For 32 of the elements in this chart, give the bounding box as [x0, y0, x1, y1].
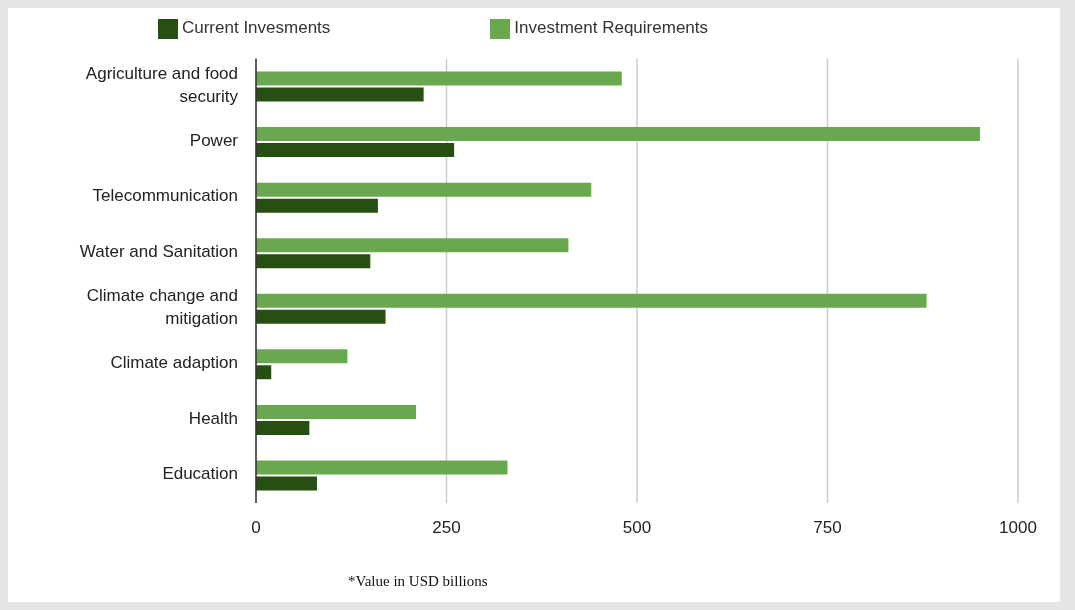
- bar: [256, 365, 272, 380]
- bar: [256, 349, 348, 364]
- y-tick-label: Climate change and mitigation: [86, 286, 238, 329]
- y-tick-label: Telecommunication: [92, 186, 238, 206]
- y-tick-label: Power: [189, 131, 239, 151]
- x-tick-label: 500: [622, 518, 652, 538]
- bar: [256, 238, 569, 253]
- bar: [256, 293, 927, 308]
- x-tick-label: 1000: [999, 518, 1037, 538]
- bar: [256, 127, 980, 142]
- bar: [256, 254, 371, 269]
- bar: [256, 460, 508, 475]
- x-tick-label: 250: [432, 518, 461, 538]
- legend-label: Investment Requirements: [514, 18, 709, 37]
- y-tick-label: Climate adaption: [110, 353, 238, 373]
- bar: [256, 309, 386, 324]
- y-tick-label: Agriculture and food security: [85, 64, 239, 107]
- bar: [256, 404, 417, 419]
- bar: [256, 182, 592, 197]
- bar: [256, 476, 317, 491]
- bar: [256, 143, 455, 158]
- bar: [256, 87, 424, 102]
- bar: [256, 71, 622, 86]
- bar: [256, 420, 310, 435]
- y-tick-label: Education: [162, 464, 238, 484]
- y-tick-label: Health: [188, 409, 238, 429]
- text: *Value in USD billions: [348, 573, 488, 590]
- bar: [256, 198, 378, 213]
- y-tick-label: Water and Sanitation: [79, 242, 238, 262]
- x-tick-label: 0: [251, 518, 261, 538]
- x-tick-label: 750: [813, 518, 842, 538]
- legend-label: Current Invesments: [181, 18, 331, 37]
